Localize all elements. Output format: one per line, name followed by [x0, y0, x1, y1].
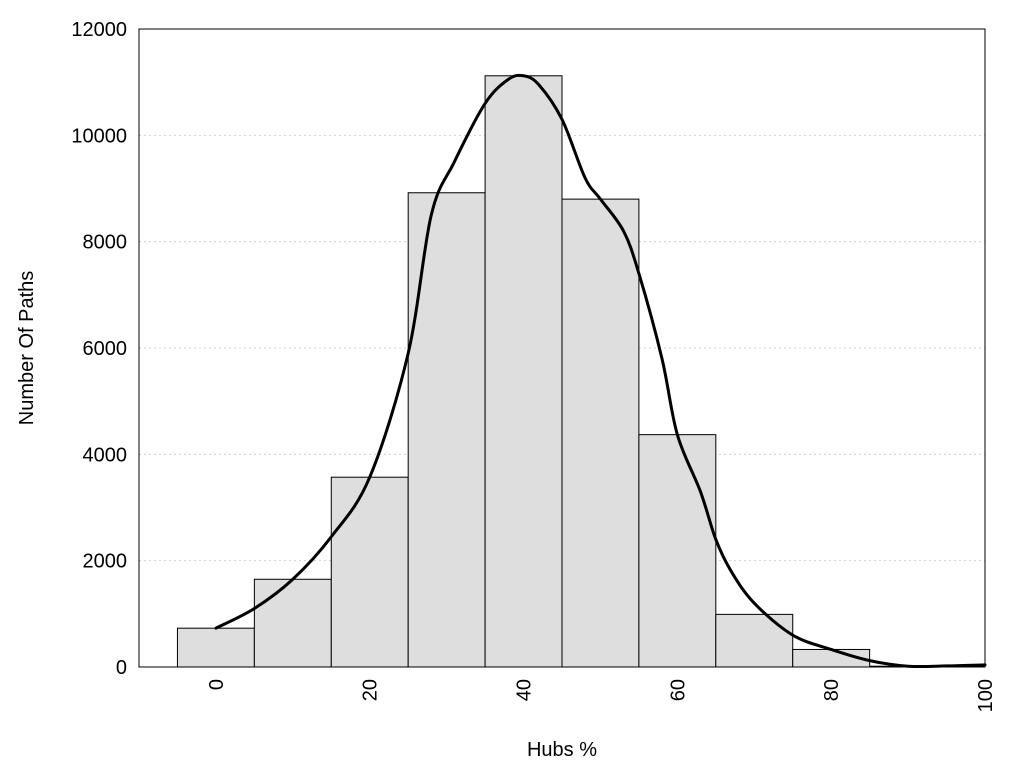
y-tick-label: 10000: [71, 125, 127, 147]
y-tick-label: 4000: [83, 444, 128, 466]
x-tick-label: 80: [821, 679, 843, 701]
histogram-bar: [253, 578, 332, 668]
histogram-bar: [715, 613, 794, 668]
y-tick-label: 0: [116, 657, 127, 679]
x-tick-label: 100: [975, 679, 997, 712]
y-tick-label: 2000: [83, 551, 128, 573]
grid-lines: [139, 134, 985, 562]
x-tick-label: 20: [360, 679, 382, 701]
y-axis-title: Number Of Paths: [16, 271, 38, 426]
density-curve-line: [214, 73, 987, 669]
y-tick-label: 12000: [71, 19, 127, 41]
histogram-bar: [638, 434, 717, 668]
histogram-bar: [484, 75, 563, 668]
plot-frame: [138, 28, 986, 668]
density-curve: [214, 73, 987, 669]
histogram-bar: [176, 627, 255, 668]
x-tick-label: 60: [667, 679, 689, 701]
x-axis-ticks: 0 20 40 60 80 100: [206, 679, 997, 712]
x-tick-label: 0: [206, 679, 228, 690]
x-axis-title: Hubs %: [527, 739, 597, 761]
histogram-bar: [330, 476, 409, 668]
y-tick-label: 6000: [83, 338, 128, 360]
x-tick-label: 40: [514, 679, 536, 701]
y-axis-ticks: 0 2000 4000 6000 8000 10000 12000: [71, 19, 127, 679]
y-tick-label: 8000: [83, 232, 128, 254]
histogram-bar: [407, 192, 486, 668]
histogram-bar: [561, 198, 640, 668]
